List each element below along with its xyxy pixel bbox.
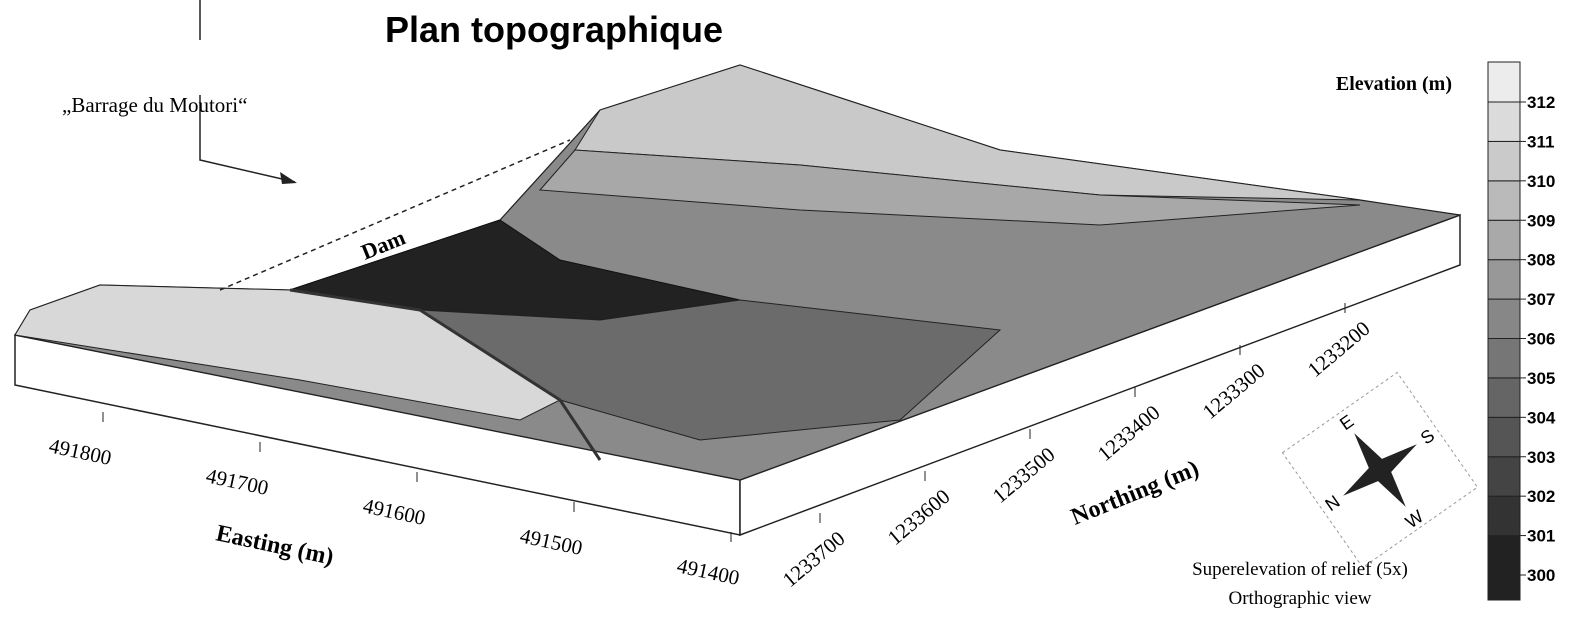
figure: Plan topographique „Barrage du Moutori“ … (0, 0, 1594, 619)
legend-swatch (1488, 536, 1520, 600)
legend-swatch (1488, 457, 1520, 496)
legend-tick-label: 301 (1527, 527, 1555, 546)
legend-tick-label: 311 (1527, 132, 1554, 151)
legend-tick-label: 306 (1527, 330, 1555, 349)
legend-tick-label: 305 (1527, 369, 1555, 388)
legend-tick-label: 303 (1527, 448, 1555, 467)
legend-swatch (1488, 62, 1520, 102)
legend-tick-label: 304 (1527, 408, 1556, 427)
legend-tick-label: 312 (1527, 93, 1555, 112)
legend-tick-label: 308 (1527, 251, 1555, 270)
legend-tick-label: 310 (1527, 172, 1555, 191)
legend-swatch (1488, 339, 1520, 378)
note: Superelevation of relief (5x) (1192, 559, 1408, 580)
legend-tick-label: 302 (1527, 487, 1555, 506)
legend-swatch (1488, 141, 1520, 180)
legend-swatch (1488, 496, 1520, 535)
legend-swatch (1488, 220, 1520, 259)
note: Orthographic view (1229, 588, 1372, 609)
legend-tick-label: 309 (1527, 211, 1555, 230)
legend-swatch (1488, 299, 1520, 338)
legend-title: Elevation (m) (1336, 73, 1452, 95)
title: Plan topographique (385, 9, 723, 50)
legend-swatch (1488, 417, 1520, 456)
legend-tick-label: 307 (1527, 290, 1555, 309)
legend-swatch (1488, 102, 1520, 141)
legend-swatch (1488, 378, 1520, 417)
legend-tick-label: 300 (1527, 566, 1555, 585)
legend-swatch (1488, 260, 1520, 299)
annotation: „Barrage du Moutori“ (62, 93, 247, 117)
legend-swatch (1488, 181, 1520, 220)
